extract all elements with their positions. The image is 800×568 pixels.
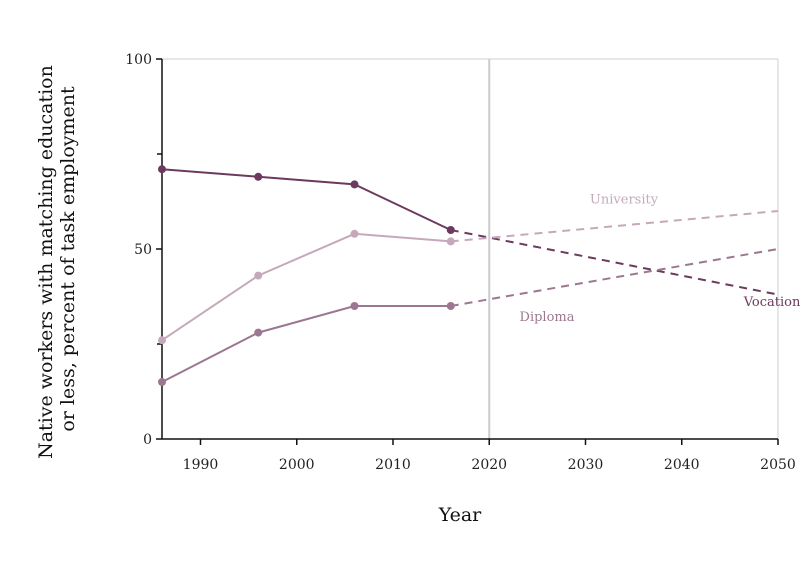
y-tick-label-100: 100 [125,52,152,68]
series-university-projected-line [450,210,779,243]
series-university-point-1986 [158,336,166,345]
series-vocational [158,165,779,296]
series-label-university: University [590,192,659,207]
series-label-vocational: Vocational [743,295,800,310]
x-axis-title: Year [438,504,482,526]
series-diploma-observed-line [161,305,451,383]
series-label-diploma: Diploma [520,310,575,325]
series-university [158,210,779,345]
axes: 0 50 100 1990 2000 2010 2020 2030 2040 2050 [125,52,796,473]
x-tick-label-2030: 2030 [568,457,604,473]
series-vocational-point-1986 [158,165,166,174]
series-diploma-projected-line [450,248,779,307]
series-diploma-point-1986 [158,378,166,386]
y-tick-label-50: 50 [134,242,152,258]
series-vocational-point-2016 [446,226,455,234]
x-tick-label-1990: 1990 [183,457,219,473]
series-university-point-1996 [254,271,263,280]
y-axis-title-line-1: Native workers with matching education [35,65,57,459]
series-vocational-point-1996 [254,172,263,181]
plot-frame [162,58,779,439]
y-axis-title-line-2: or less, percent of task employment [57,86,79,432]
x-tick-label-2020: 2020 [471,457,507,473]
series-diploma-point-2016 [446,302,455,310]
series-university-point-2016 [446,237,455,246]
x-tick-label-2050: 2050 [760,457,796,473]
series-diploma [158,248,779,386]
series-vocational-observed-line [161,168,452,231]
series-vocational-point-2006 [350,180,359,189]
x-tick-label-2040: 2040 [664,457,700,473]
y-tick-label-0: 0 [143,432,152,448]
x-tick-label-2000: 2000 [279,457,315,473]
x-tick-label-2010: 2010 [375,457,411,473]
series-university-observed-line [161,232,451,342]
series-university-point-2006 [350,229,359,238]
y-axis-title: Native workers with matching education o… [35,59,79,459]
series-vocational-projected-line [450,229,779,296]
series-labels: Vocational University Diploma [520,192,800,325]
series-layer [158,165,779,386]
series-diploma-point-2006 [350,302,359,310]
series-diploma-point-1996 [254,328,263,337]
